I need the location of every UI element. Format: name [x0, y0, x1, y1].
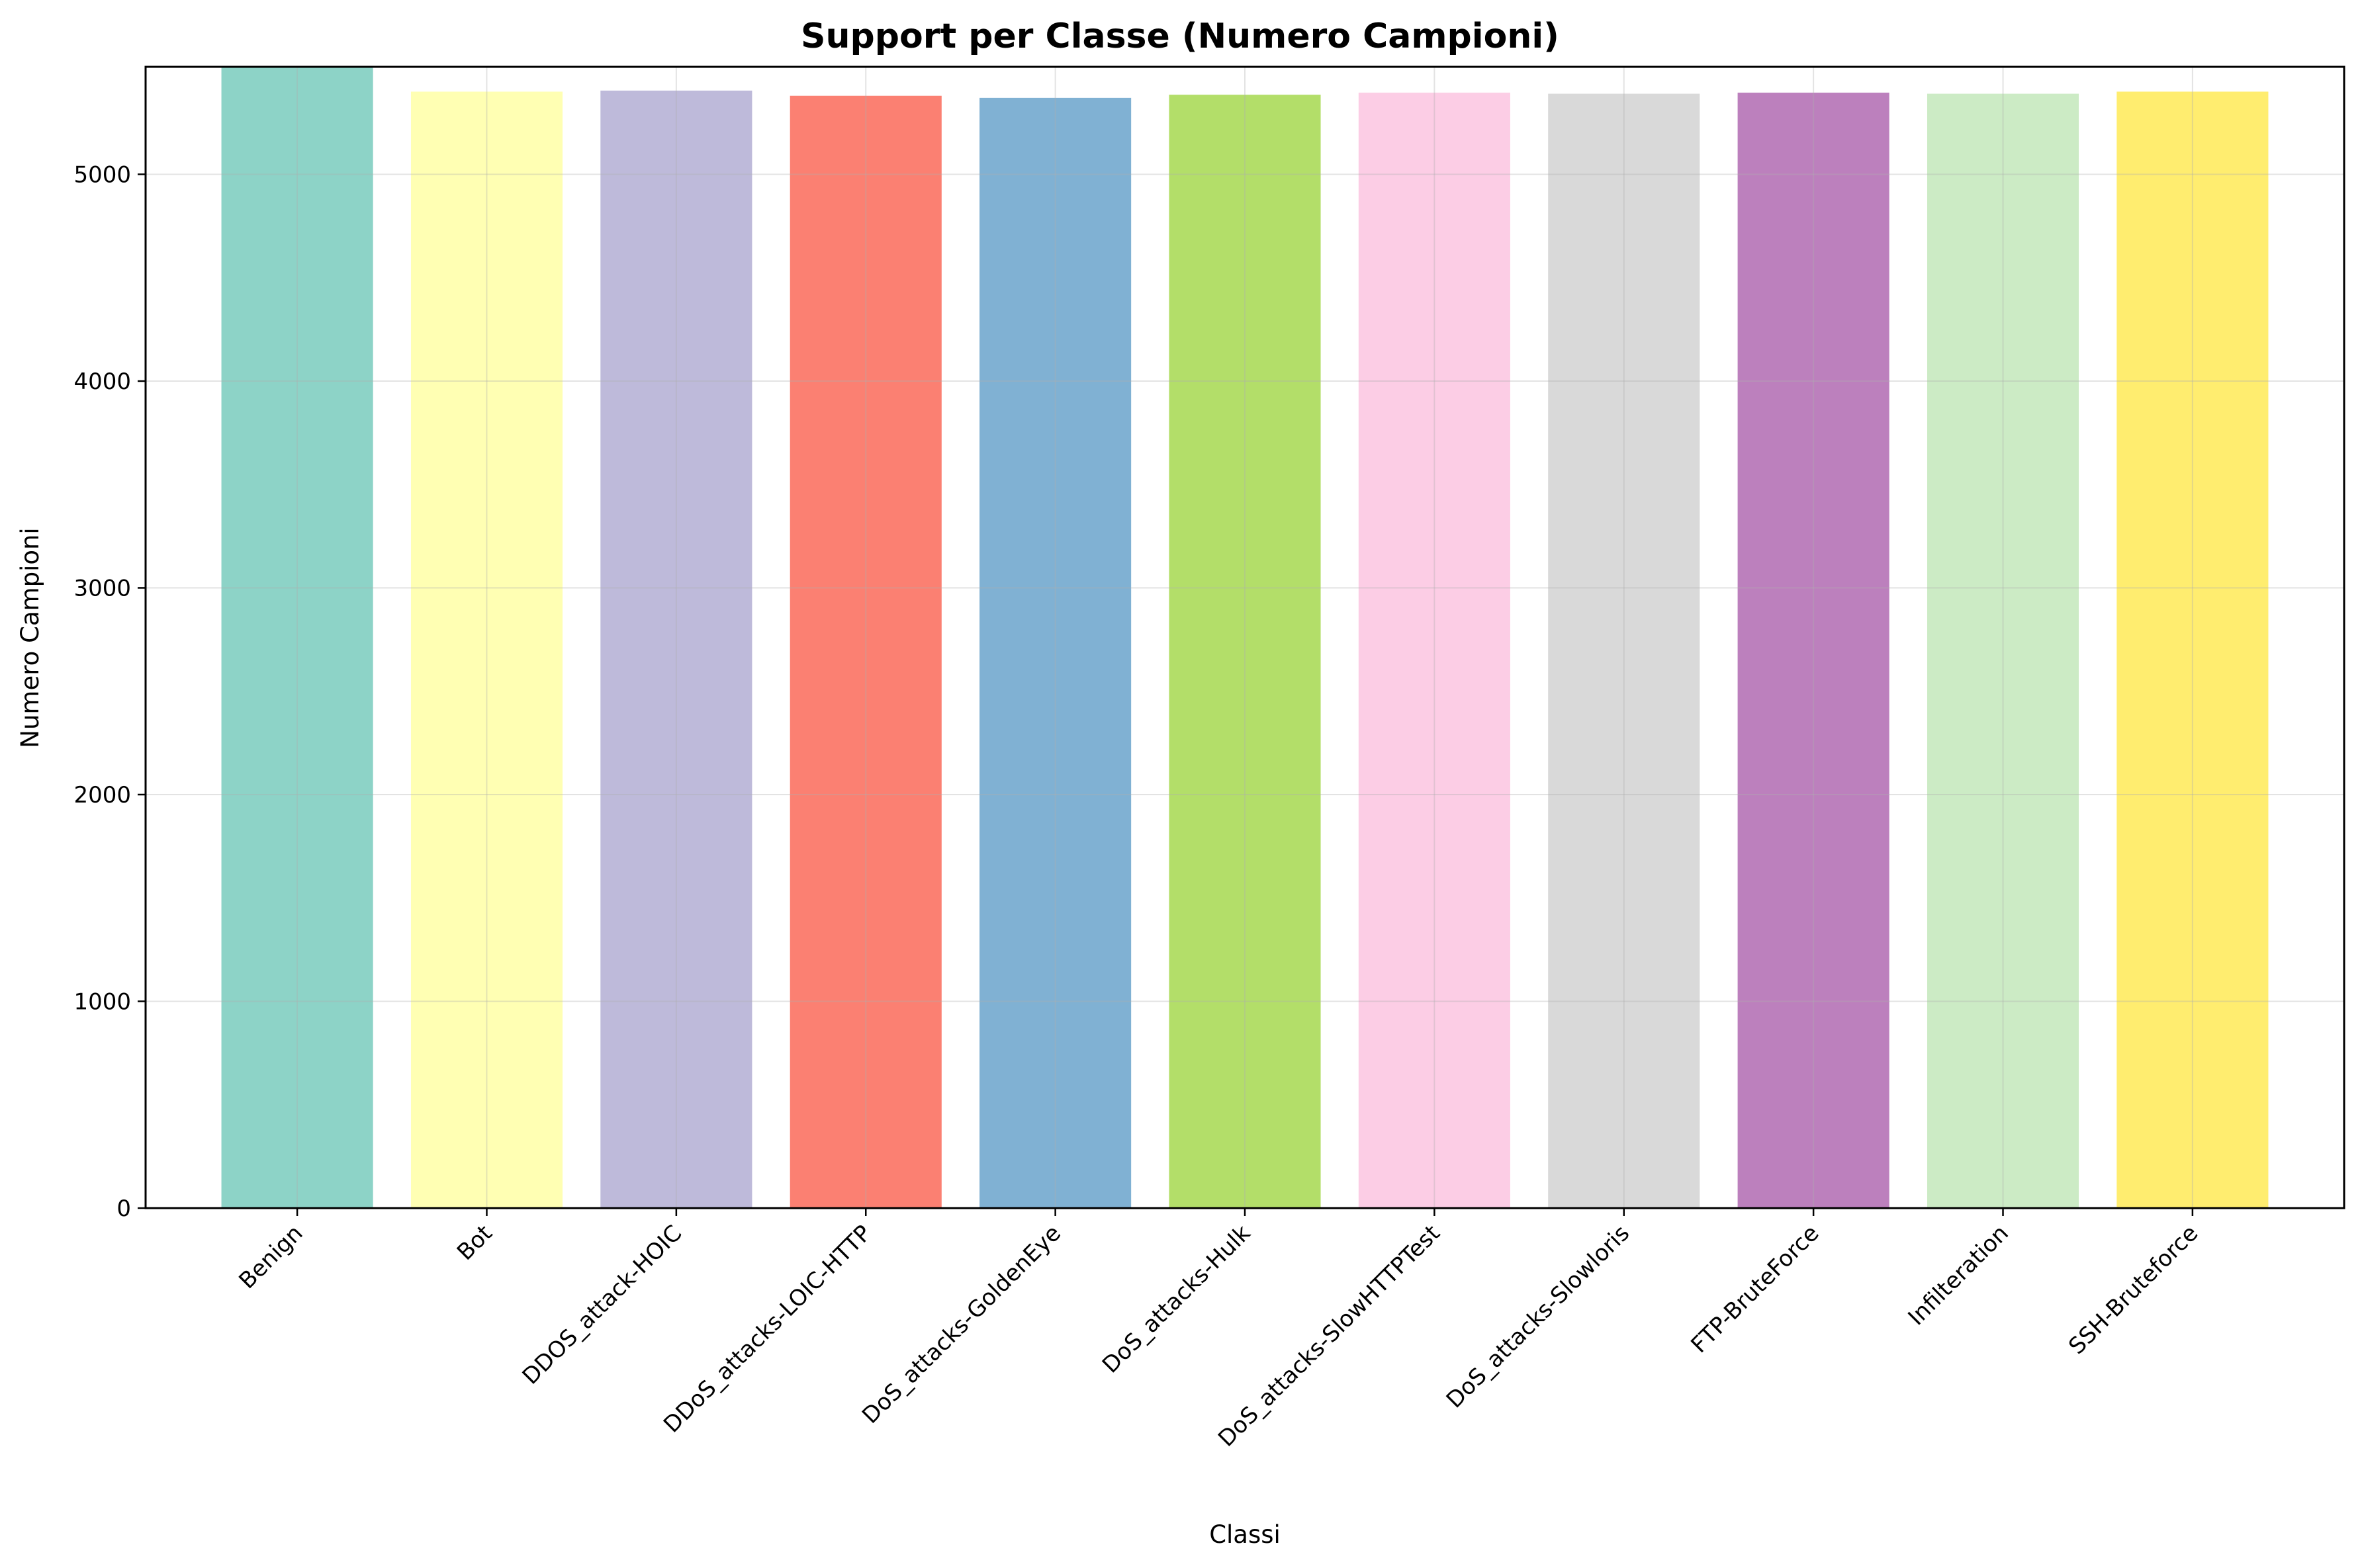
bar-ftp-bruteforce: [1737, 93, 1889, 1208]
bars: [221, 67, 2269, 1208]
x-tick-label: Bot: [452, 1220, 498, 1266]
bar-bot: [410, 91, 563, 1208]
x-tick-label: DoS_attacks-GoldenEye: [857, 1220, 1066, 1429]
chart-title: Support per Classe (Numero Campioni): [801, 17, 1559, 56]
bar-ddos-attack-hoic: [600, 90, 752, 1208]
bar-dos-attacks-goldeneye: [979, 97, 1132, 1208]
x-tick-label: DoS_attacks-SlowHTTPTest: [1213, 1220, 1445, 1452]
y-tick-label: 3000: [73, 576, 131, 602]
x-axis-title: Classi: [1209, 1520, 1281, 1549]
x-tick-label: DDOS_attack-HOIC: [518, 1220, 688, 1390]
y-tick-label: 5000: [73, 162, 131, 189]
y-tick-label: 0: [116, 1196, 131, 1222]
x-tick-label: Infilteration: [1903, 1220, 2014, 1330]
bar-ssh-bruteforce: [2116, 91, 2269, 1208]
x-tick-label: Benign: [234, 1220, 308, 1294]
y-tick-label: 1000: [73, 989, 131, 1016]
x-tick-label: DDoS_attacks-LOIC-HTTP: [659, 1220, 877, 1438]
y-axis-title: Numero Campioni: [16, 527, 44, 748]
x-tick-label: DoS_attacks-Slowloris: [1441, 1220, 1635, 1413]
bar-ddos-attacks-loic-http: [790, 95, 942, 1208]
y-tick-label: 4000: [73, 369, 131, 395]
bar-infilteration: [1927, 93, 2079, 1208]
x-tick-label: FTP-BruteForce: [1686, 1220, 1824, 1358]
y-tick-label: 2000: [73, 782, 131, 808]
bar-benign: [221, 67, 373, 1208]
bar-dos-attacks-slowloris: [1548, 93, 1700, 1208]
bar-dos-attacks-hulk: [1169, 95, 1321, 1208]
x-tick-label: SSH-Bruteforce: [2064, 1220, 2203, 1360]
bar-dos-attacks-slowhttptest: [1358, 93, 1510, 1208]
x-tick-label: DoS_attacks-Hulk: [1097, 1220, 1256, 1379]
plot-frame: [144, 65, 2345, 1209]
